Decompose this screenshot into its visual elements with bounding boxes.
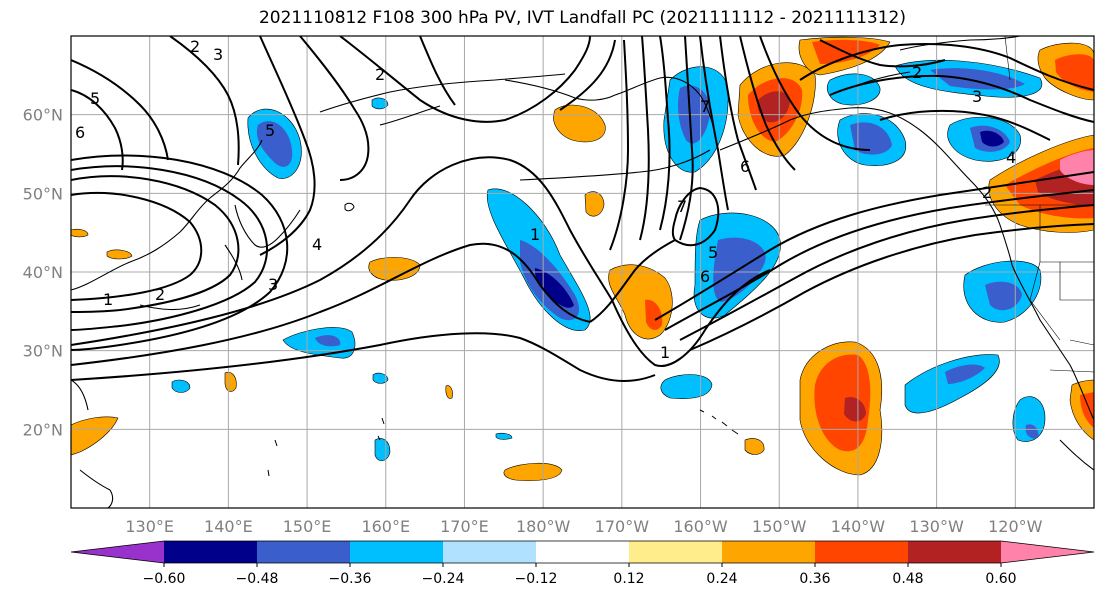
longitude-tick-label: 160°W: [673, 517, 728, 536]
colorbar-swatch: [815, 541, 909, 563]
contour-label: 5: [708, 243, 718, 262]
contour-label: 3: [972, 87, 982, 106]
colorbar: −0.60 −0.48 −0.36 −0.24 −0.12 0.12 0.24 0.36 0.4…: [70, 540, 1095, 587]
colorbar-tick-label: −0.24: [422, 571, 465, 587]
map-frame: [70, 35, 1095, 509]
colorbar-swatch: [908, 541, 1002, 563]
colorbar-swatch: [722, 541, 816, 563]
colorbar-tick-label: −0.60: [143, 571, 186, 587]
colorbar-tick-label: 0.48: [892, 571, 923, 587]
contour-label: 4: [312, 235, 322, 254]
colorbar-tick-label: −0.36: [329, 571, 372, 587]
contour-label: 5: [90, 89, 100, 108]
latitude-tick-label: 40°N: [23, 263, 63, 282]
colorbar-tick-label: 0.60: [985, 571, 1016, 587]
longitude-tick-label: 160°E: [361, 517, 410, 536]
longitude-tick-label: 120°W: [988, 517, 1043, 536]
contour-label: 3: [268, 275, 278, 294]
colorbar-tick-label: 0.12: [613, 571, 644, 587]
colorbar-swatch: [443, 541, 537, 563]
pv-contours: [71, 36, 1094, 382]
colorbar-swatch: [1001, 541, 1094, 563]
shaded-anomaly-fields: [71, 36, 1094, 481]
contour-label: 7: [700, 97, 710, 116]
map-title: 2021110812 F108 300 hPa PV, IVT Landfall…: [258, 8, 906, 28]
colorbar-swatch: [71, 541, 164, 563]
colorbar-swatch: [350, 541, 444, 563]
latitude-labels: 20°N 30°N 40°N 50°N 60°N: [23, 106, 63, 440]
colorbar-tick-label: 0.24: [706, 571, 737, 587]
contour-label: 6: [740, 157, 750, 176]
contour-label: 4: [1006, 148, 1016, 167]
longitude-labels: 130°E 140°E 150°E 160°E 170°E 180°W 170°W 160°W…: [125, 517, 1042, 536]
contour-label: 2: [155, 285, 165, 304]
latitude-tick-label: 30°N: [23, 342, 63, 361]
islands: [267, 202, 739, 477]
longitude-tick-label: 140°W: [831, 517, 886, 536]
longitude-tick-label: 170°E: [440, 517, 489, 536]
longitude-tick-label: 150°E: [283, 517, 332, 536]
longitude-tick-label: 130°E: [125, 517, 174, 536]
graticule: [71, 36, 1094, 508]
colorbar-tick-label: −0.48: [236, 571, 279, 587]
colorbar-tick-label: 0.36: [799, 571, 830, 587]
colorbar-swatch: [257, 541, 351, 563]
longitude-tick-label: 130°W: [909, 517, 964, 536]
contour-label: 6: [700, 267, 710, 286]
longitude-tick-label: 140°E: [204, 517, 253, 536]
colorbar-swatch: [629, 541, 723, 563]
coastlines: [71, 36, 1094, 508]
longitude-tick-label: 150°W: [752, 517, 807, 536]
contour-label: 1: [103, 290, 113, 309]
contour-label: 5: [265, 121, 275, 140]
contour-label: 3: [213, 45, 223, 64]
contour-label: 6: [75, 123, 85, 142]
contour-label: 2: [190, 37, 200, 56]
contour-label: 7: [677, 197, 687, 216]
latitude-tick-label: 20°N: [23, 420, 63, 439]
contour-label: 2: [982, 183, 992, 202]
political-boundaries: [985, 36, 1094, 373]
latitude-tick-label: 60°N: [23, 106, 63, 125]
longitude-tick-label: 170°W: [595, 517, 650, 536]
contour-label: 1: [530, 225, 540, 244]
colorbar-swatch: [536, 541, 630, 563]
contour-label: 1: [660, 343, 670, 362]
contour-label: 2: [912, 63, 922, 82]
contour-labels: 2 3 5 6 2 5 4 3 2 1 1 1 7 7 5 6 6 2 3 4 …: [75, 37, 1016, 362]
latitude-tick-label: 50°N: [23, 184, 63, 203]
contour-label: 2: [375, 65, 385, 84]
colorbar-tick-label: −0.12: [515, 571, 558, 587]
colorbar-swatch: [164, 541, 258, 563]
longitude-tick-label: 180°W: [516, 517, 571, 536]
